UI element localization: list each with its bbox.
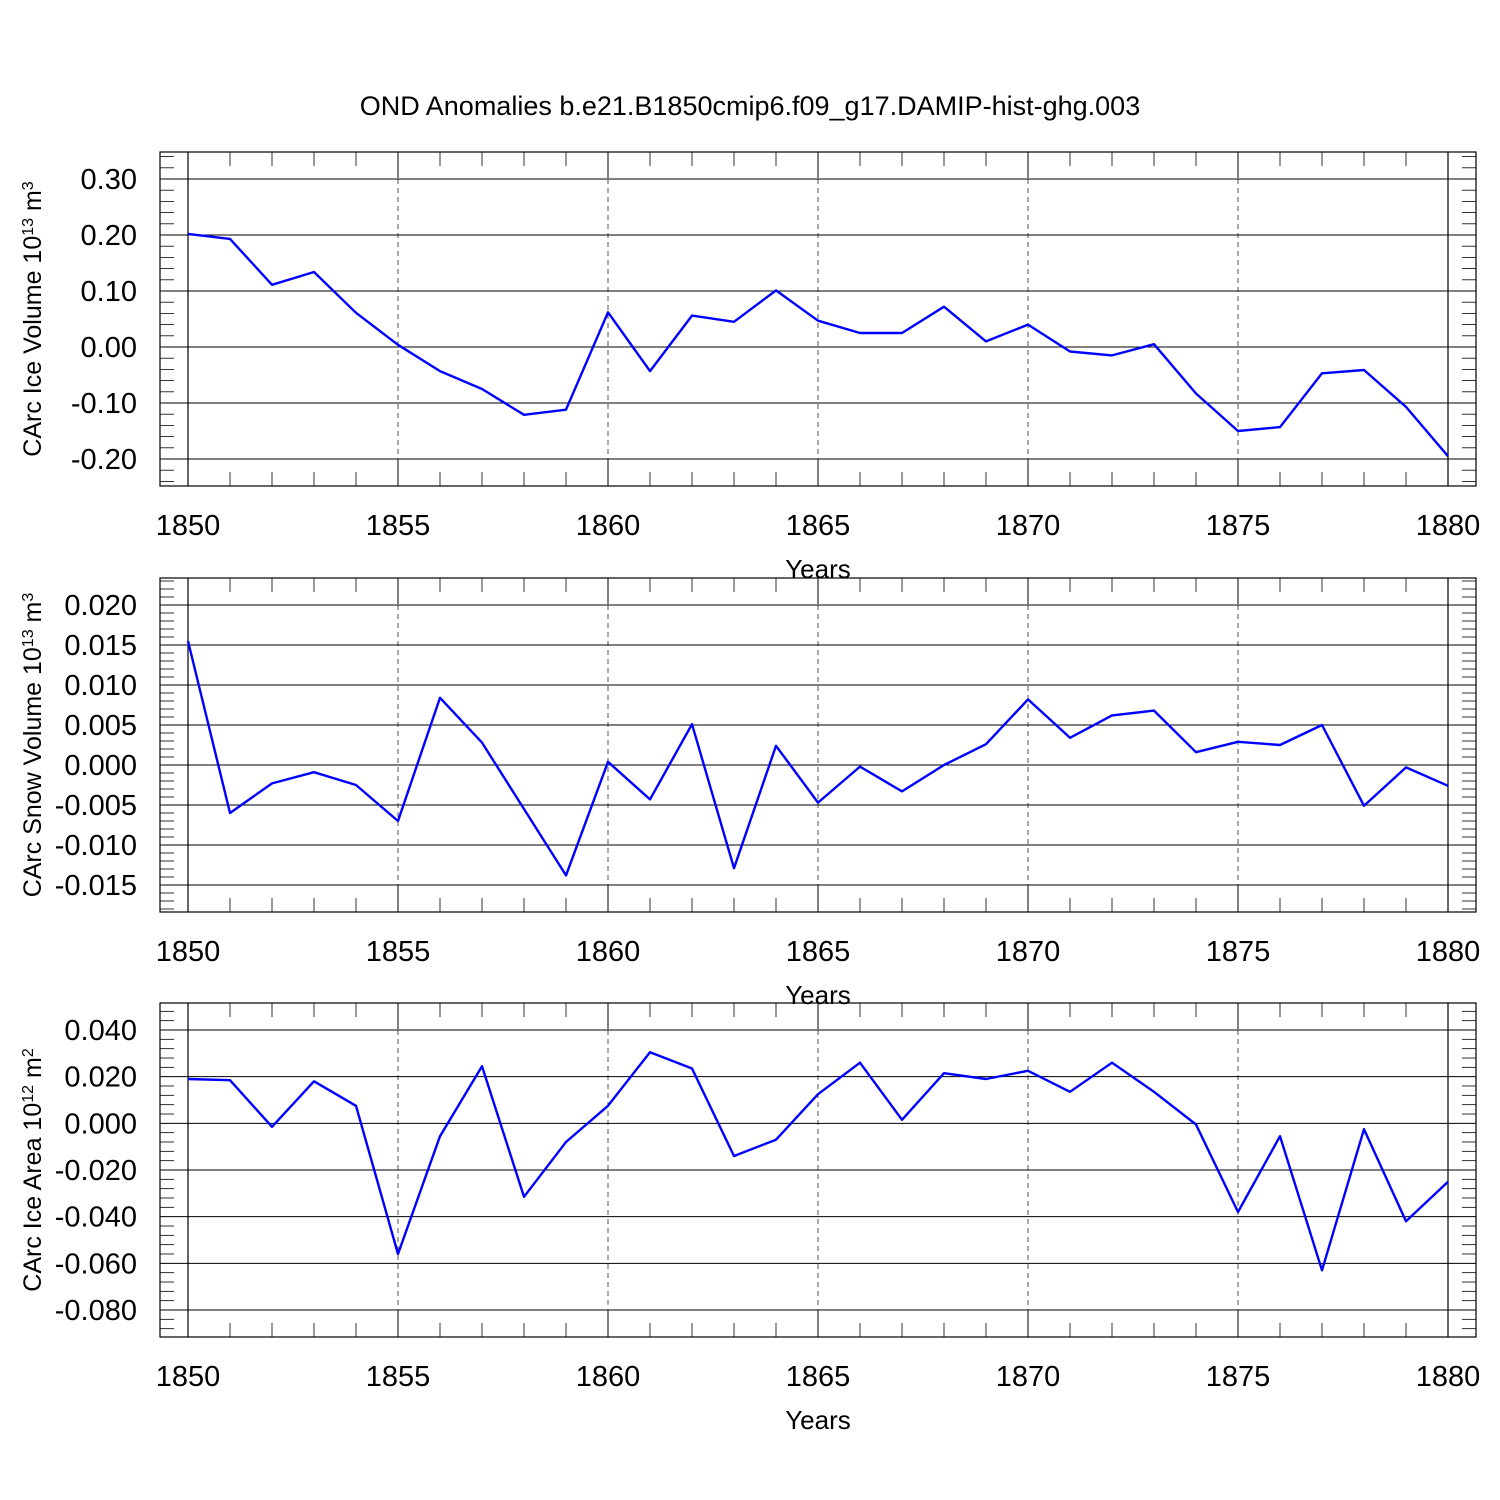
y-tick-label: 0.005: [64, 710, 137, 742]
x-tick-label: 1855: [366, 1361, 431, 1393]
y-tick-label: 0.010: [64, 670, 137, 702]
panel-3: -0.080 -0.060 -0.040 -0.020 0.000 0.020 0.040 1…: [19, 1002, 1481, 1435]
y-tick-label: -0.005: [55, 790, 137, 822]
y-tick-label: -0.010: [55, 830, 137, 862]
y-axis-label-main: CArc Snow Volume 10: [19, 647, 47, 897]
x-tick-label: 1855: [366, 936, 431, 968]
chart-panels: -0.20 -0.10 0.00 0.10 0.20 0.30 1850 1855 1860 18…: [19, 151, 1481, 1435]
y-tick-label: -0.080: [55, 1295, 137, 1327]
y-tick-label: 0.020: [64, 1062, 137, 1094]
y-axis-label-unit-exponent: 3: [20, 593, 37, 602]
y-axis-label-unit: m: [19, 1057, 47, 1085]
x-tick-label: 1865: [786, 936, 851, 968]
y-tick-label: 0.000: [64, 1108, 137, 1140]
x-tick-label: 1860: [576, 1361, 641, 1393]
y-tick-label: -0.015: [55, 870, 137, 902]
x-tick-label: 1865: [786, 510, 851, 542]
figure-title: OND Anomalies b.e21.B1850cmip6.f09_g17.D…: [360, 91, 1140, 121]
y-axis-label-unit-exponent: 2: [20, 1048, 37, 1057]
y-axis-label-main: CArc Ice Area 10: [19, 1103, 47, 1292]
y-tick-label: 0.020: [64, 590, 137, 622]
y-tick-label: 0.30: [81, 164, 137, 196]
x-tick-label: 1850: [156, 1361, 221, 1393]
x-axis-label: Years: [785, 1405, 851, 1435]
x-tick-label: 1870: [996, 1361, 1061, 1393]
x-tick-label: 1865: [786, 1361, 851, 1393]
x-tick-label: 1875: [1206, 510, 1271, 542]
x-tick-label: 1860: [576, 936, 641, 968]
x-tick-label: 1870: [996, 510, 1061, 542]
x-tick-label: 1855: [366, 510, 431, 542]
x-tick-label: 1870: [996, 936, 1061, 968]
y-axis-label-main: CArc Ice Volume 10: [19, 236, 47, 457]
y-tick-label: -0.040: [55, 1202, 137, 1234]
y-axis-label-exponent: 13: [20, 218, 37, 236]
y-tick-label: 0.10: [81, 276, 137, 308]
y-tick-label: 0.20: [81, 220, 137, 252]
x-tick-label: 1880: [1416, 510, 1481, 542]
y-tick-label: 0.00: [81, 332, 137, 364]
y-tick-label: 0.000: [64, 750, 137, 782]
y-axis-label: CArc Ice Volume 1013 m3: [19, 181, 47, 457]
x-tick-label: 1850: [156, 510, 221, 542]
y-axis-label-unit: m: [19, 602, 47, 630]
x-tick-label: 1860: [576, 510, 641, 542]
y-axis-label-exponent: 13: [20, 629, 37, 647]
y-axis-label-unit-exponent: 3: [20, 181, 37, 190]
y-tick-label: 0.015: [64, 630, 137, 662]
x-tick-label: 1850: [156, 936, 221, 968]
y-tick-label: 0.040: [64, 1015, 137, 1047]
y-axis-label: CArc Ice Area 1012 m2: [19, 1048, 47, 1292]
panel-2: -0.015 -0.010 -0.005 0.000 0.005 0.010 0.015 0.…: [19, 577, 1481, 1010]
x-tick-label: 1875: [1206, 936, 1271, 968]
y-axis-label: CArc Snow Volume 1013 m3: [19, 593, 47, 898]
x-tick-label: 1880: [1416, 1361, 1481, 1393]
x-tick-label: 1875: [1206, 1361, 1271, 1393]
y-tick-label: -0.10: [71, 388, 137, 420]
y-axis-label-unit: m: [19, 190, 47, 218]
y-axis-label-exponent: 12: [20, 1085, 37, 1103]
y-tick-label: -0.020: [55, 1155, 137, 1187]
x-tick-label: 1880: [1416, 936, 1481, 968]
y-tick-label: -0.20: [71, 444, 137, 476]
y-tick-label: -0.060: [55, 1248, 137, 1280]
panel-1: -0.20 -0.10 0.00 0.10 0.20 0.30 1850 1855 1860 18…: [19, 151, 1481, 584]
